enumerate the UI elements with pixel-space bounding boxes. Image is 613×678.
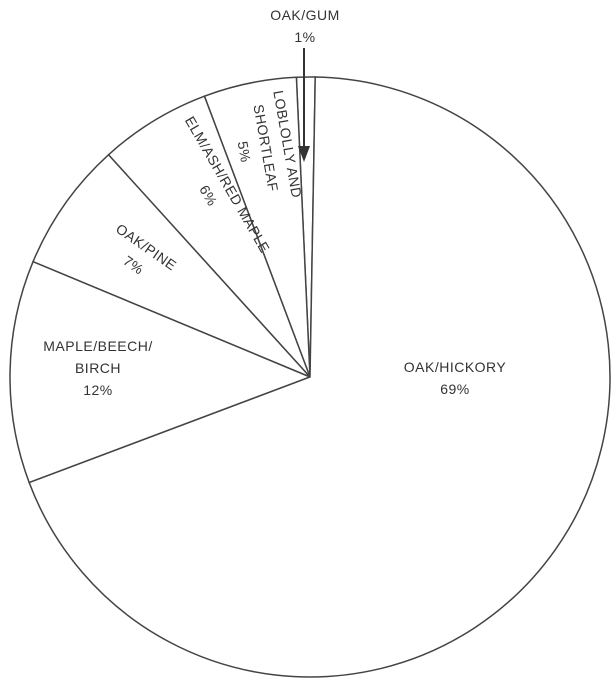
arrow-head xyxy=(298,146,310,162)
slice-percent: 69% xyxy=(440,381,470,397)
slice-name: MAPLE/BEECH/ BIRCH xyxy=(43,338,153,376)
pie-slice xyxy=(28,76,611,678)
slice-percent: 1% xyxy=(294,29,316,45)
slice-name: OAK/HICKORY xyxy=(403,359,507,375)
pie-slice xyxy=(9,260,313,484)
pie-slice xyxy=(32,153,311,378)
slice-label: OAK/GUM 1% xyxy=(205,0,405,66)
slice-percent: 12% xyxy=(83,382,113,398)
slice-name: OAK/GUM xyxy=(270,7,340,23)
slice-label: MAPLE/BEECH/ BIRCH 12% xyxy=(0,328,198,408)
slice-label: OAK/HICKORY 69% xyxy=(355,338,555,418)
